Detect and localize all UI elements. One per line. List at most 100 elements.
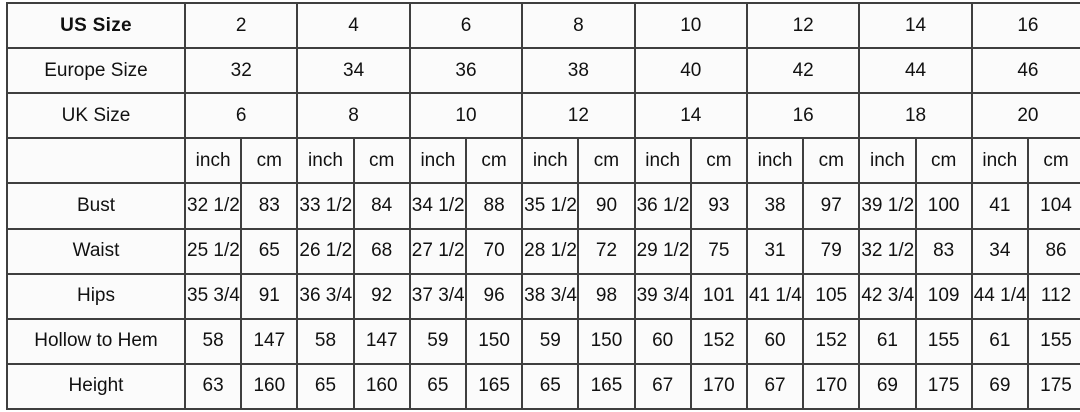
size-value-cell: 18 [858,92,973,140]
measure-inch-cell: 38 [745,182,805,230]
table-row: US Size 2 4 6 8 10 12 14 16 [6,1,1080,50]
measure-cm-cell: 90 [577,182,636,230]
size-value-cell: 36 [408,47,524,95]
size-value-cell: 14 [858,1,973,50]
size-value-cell: 6 [183,92,299,140]
measure-inch-cell: 39 1/2 [858,182,917,230]
unit-header-inch: inch [521,137,580,185]
measure-cm-cell: 104 [1026,182,1080,230]
measure-inch-cell: 61 [858,317,917,365]
unit-header-inch: inch [858,137,917,185]
unit-header-inch: inch [633,137,692,185]
measure-cm-cell: 84 [352,182,411,230]
measure-cm-cell: 92 [352,272,411,320]
size-value-cell: 16 [970,1,1080,50]
measure-cm-cell: 170 [689,362,748,411]
measure-inch-cell: 41 [970,182,1029,230]
size-value-cell: 10 [408,92,524,140]
measure-inch-cell: 38 3/4 [521,272,580,320]
measure-inch-cell: 59 [521,317,580,365]
measure-cm-cell: 83 [240,182,299,230]
measure-cm-cell: 65 [240,227,299,275]
measure-inch-cell: 34 [970,227,1029,275]
unit-header-inch: inch [183,137,243,185]
unit-header-cm: cm [802,137,861,185]
measure-cm-cell: 175 [1026,362,1080,411]
unit-header-inch: inch [970,137,1029,185]
measure-inch-cell: 42 3/4 [858,272,917,320]
measure-inch-cell: 36 3/4 [296,272,355,320]
measure-cm-cell: 100 [914,182,973,230]
measure-cm-cell: 93 [689,182,748,230]
row-label-height: Height [6,362,186,411]
measure-cm-cell: 175 [914,362,973,411]
measure-cm-cell: 112 [1026,272,1080,320]
measure-cm-cell: 88 [464,182,524,230]
measure-cm-cell: 101 [689,272,748,320]
row-label-europe-size: Europe Size [6,47,186,95]
measure-inch-cell: 63 [183,362,243,411]
measure-cm-cell: 165 [577,362,636,411]
unit-header-cm: cm [914,137,973,185]
table-row: Europe Size 32 34 36 38 40 42 44 46 [6,47,1080,95]
measure-cm-cell: 152 [802,317,861,365]
measure-inch-cell: 29 1/2 [633,227,692,275]
measure-cm-cell: 160 [352,362,411,411]
size-value-cell: 14 [633,92,748,140]
row-label-hips: Hips [6,272,186,320]
measure-inch-cell: 60 [745,317,805,365]
measure-cm-cell: 70 [464,227,524,275]
size-value-cell: 34 [296,47,411,95]
size-chart-body: US Size 2 4 6 8 10 12 14 16 Europe Size 32 34 36 38 40… [6,1,1080,411]
measure-inch-cell: 65 [296,362,355,411]
table-row: Bust 32 1/2 83 33 1/2 84 34 1/2 88 35 1/2 90 36 1… [6,182,1080,230]
measure-inch-cell: 58 [296,317,355,365]
row-label-uk-size: UK Size [6,92,186,140]
measure-cm-cell: 155 [1026,317,1080,365]
size-value-cell: 4 [296,1,411,50]
size-value-cell: 44 [858,47,973,95]
measure-inch-cell: 61 [970,317,1029,365]
size-value-cell: 8 [296,92,411,140]
measure-cm-cell: 98 [577,272,636,320]
unit-header-row: inch cm inch cm inch cm inch cm inch cm inch cm inch… [6,137,1080,185]
measure-cm-cell: 150 [464,317,524,365]
row-label-bust: Bust [6,182,186,230]
measure-cm-cell: 72 [577,227,636,275]
measure-cm-cell: 165 [464,362,524,411]
unit-header-inch: inch [745,137,805,185]
measure-inch-cell: 67 [633,362,692,411]
size-value-cell: 42 [745,47,861,95]
measure-inch-cell: 28 1/2 [521,227,580,275]
measure-cm-cell: 96 [464,272,524,320]
measure-inch-cell: 39 3/4 [633,272,692,320]
size-value-cell: 38 [521,47,636,95]
measure-cm-cell: 79 [802,227,861,275]
unit-header-cm: cm [464,137,524,185]
unit-header-cm: cm [689,137,748,185]
size-value-cell: 20 [970,92,1080,140]
measure-inch-cell: 25 1/2 [183,227,243,275]
row-label-hollow-to-hem: Hollow to Hem [6,317,186,365]
empty-corner-cell [6,137,186,185]
measure-inch-cell: 35 3/4 [183,272,243,320]
measure-inch-cell: 37 3/4 [408,272,467,320]
measure-cm-cell: 83 [914,227,973,275]
measure-cm-cell: 150 [577,317,636,365]
measure-inch-cell: 65 [521,362,580,411]
measure-cm-cell: 97 [802,182,861,230]
measure-inch-cell: 36 1/2 [633,182,692,230]
measure-cm-cell: 152 [689,317,748,365]
measure-inch-cell: 58 [183,317,243,365]
table-row: Height 63 160 65 160 65 165 65 165 67 170 67 170 69 17… [6,362,1080,411]
measure-cm-cell: 147 [352,317,411,365]
measure-inch-cell: 60 [633,317,692,365]
size-value-cell: 32 [183,47,299,95]
measure-inch-cell: 34 1/2 [408,182,467,230]
measure-cm-cell: 68 [352,227,411,275]
measure-cm-cell: 160 [240,362,299,411]
measure-inch-cell: 59 [408,317,467,365]
measure-cm-cell: 155 [914,317,973,365]
measure-inch-cell: 31 [745,227,805,275]
